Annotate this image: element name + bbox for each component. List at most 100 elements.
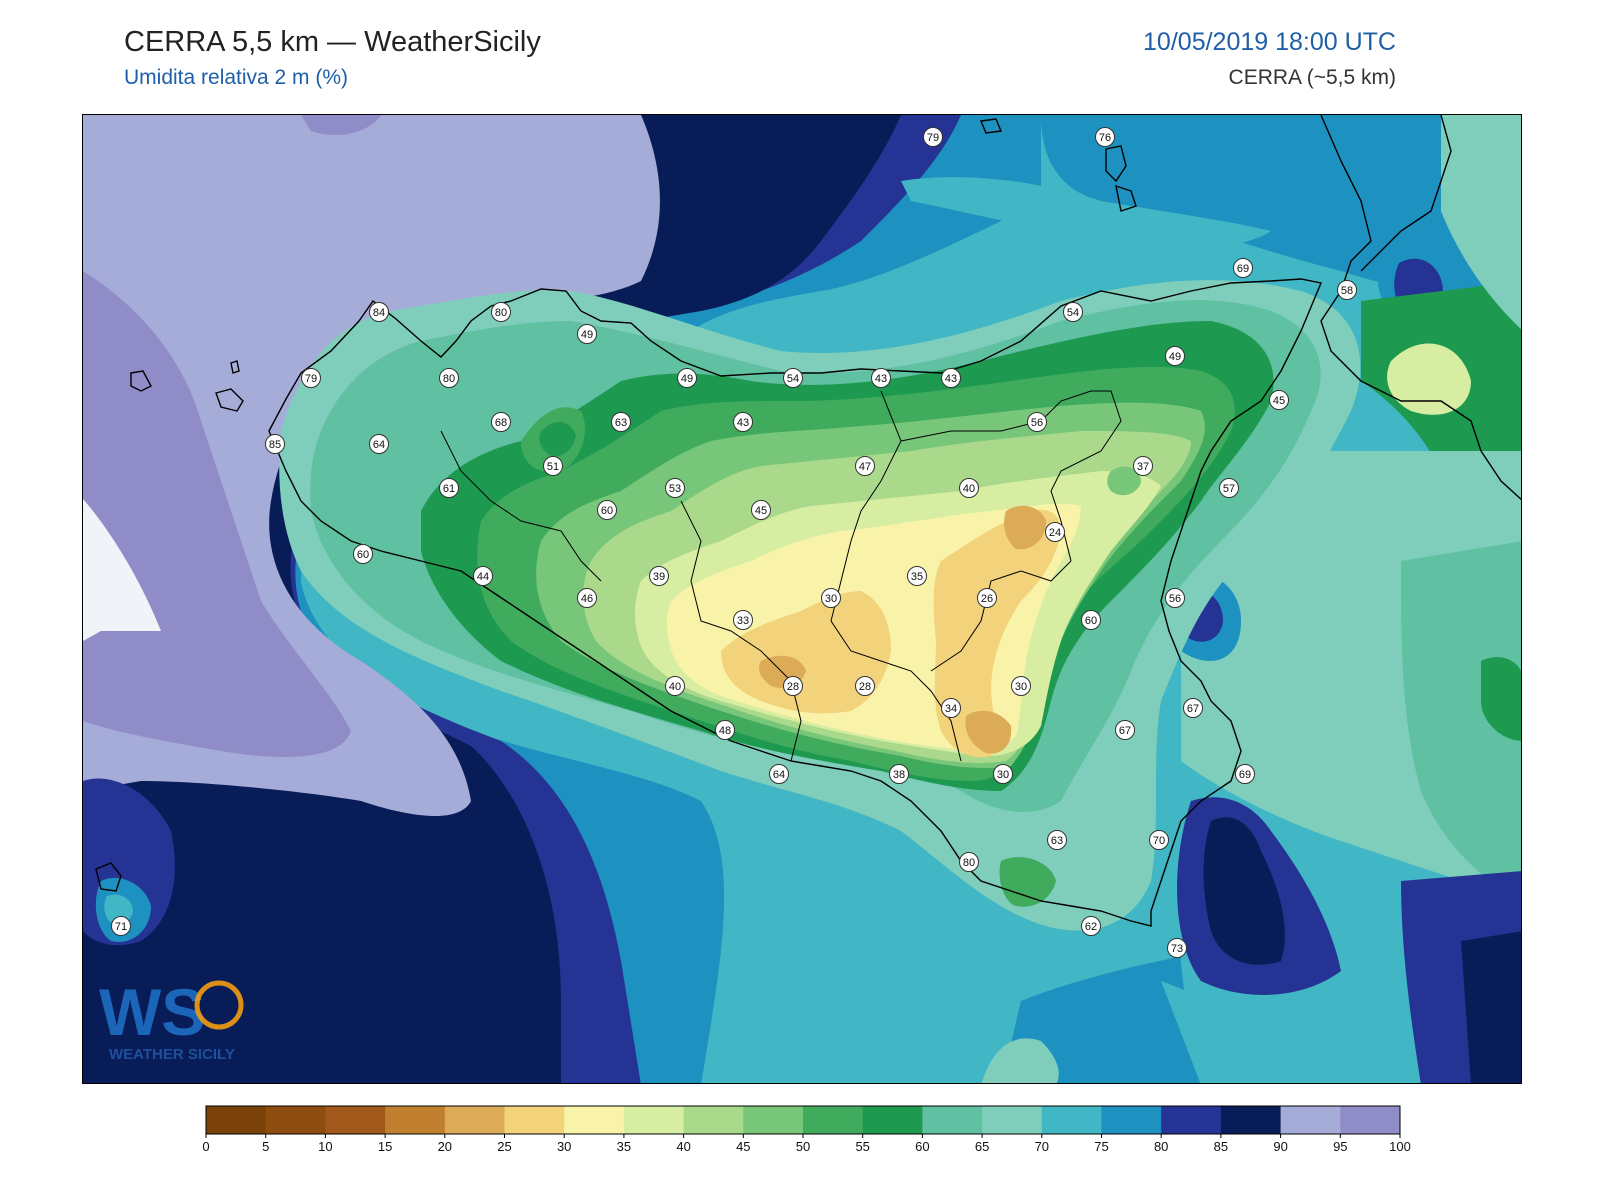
station-value: 80 [963, 857, 975, 869]
coastlines [95, 115, 1521, 927]
station-dot [353, 544, 373, 564]
station-value: 49 [1169, 351, 1181, 363]
humidity-map-canvas: 79 76 69 58 84 80 49 54 79 80 49 54 43 43 49 85 64 68 63 43… [83, 115, 1521, 1083]
station-marker: 60 [353, 544, 373, 564]
station-dot [439, 478, 459, 498]
station-value: 30 [1015, 681, 1027, 693]
station-value: 43 [875, 373, 887, 385]
station-value: 60 [1085, 615, 1097, 627]
eolie-islands [980, 118, 1137, 212]
egadi-islands [130, 360, 244, 412]
station-dot [665, 676, 685, 696]
province-borders [440, 390, 1122, 762]
colorbar-swatch [265, 1106, 326, 1134]
station-dot [597, 500, 617, 520]
field-trapani-55 [539, 421, 576, 457]
station-marker: 43 [941, 368, 961, 388]
field-ionian-55 [1481, 657, 1521, 741]
colorbar-tick-label: 55 [855, 1139, 869, 1154]
station-value: 45 [1273, 395, 1285, 407]
field-ne-70 [901, 177, 1271, 248]
colorbar-tick-label: 25 [497, 1139, 511, 1154]
station-marker: 85 [265, 434, 285, 454]
station-value: 58 [1341, 285, 1353, 297]
station-value: 33 [737, 615, 749, 627]
field-ionian-60 [1401, 541, 1521, 900]
station-marker: 79 [301, 368, 321, 388]
station-value: 73 [1171, 943, 1183, 955]
colorbar-tick-label: 30 [557, 1139, 571, 1154]
station-value: 69 [1239, 769, 1251, 781]
station-marker: 49 [577, 324, 597, 344]
station-dot [491, 412, 511, 432]
station-value: 28 [787, 681, 799, 693]
station-value: 54 [1067, 307, 1079, 319]
station-marker: 60 [597, 500, 617, 520]
station-value: 68 [495, 417, 507, 429]
humidity-map: 79 76 69 58 84 80 49 54 79 80 49 54 43 43 49 85 64 68 63 43… [82, 114, 1522, 1084]
station-value: 80 [443, 373, 455, 385]
colorbar-swatch [1340, 1106, 1401, 1134]
station-dot [889, 764, 909, 784]
station-value: 76 [1099, 132, 1111, 144]
station-value: 64 [373, 439, 385, 451]
station-dot [1045, 522, 1065, 542]
logo-text: WEATHER SICILY [109, 1046, 235, 1063]
station-value: 54 [787, 373, 799, 385]
colorbar-swatch [385, 1106, 446, 1134]
sicily-coastline [268, 278, 1322, 927]
station-dot [1133, 456, 1153, 476]
station-value: 48 [719, 725, 731, 737]
station-marker: 43 [871, 368, 891, 388]
colorbar-swatch [803, 1106, 864, 1134]
station-marker: 37 [1133, 456, 1153, 476]
weather-sicily-logo: WS WEATHER SICILY [99, 975, 244, 1063]
colorbar-tick-label: 80 [1154, 1139, 1168, 1154]
colorbar-tick-label: 15 [378, 1139, 392, 1154]
station-dot [677, 368, 697, 388]
station-dot [715, 720, 735, 740]
station-value: 56 [1031, 417, 1043, 429]
colorbar: 0 5 10 15 20 25 30 35 40 45 50 55 60 65 70 75 80 85 90 95 10… [202, 1105, 1411, 1156]
station-value: 43 [737, 417, 749, 429]
station-marker: 80 [491, 302, 511, 322]
station-marker: 30 [993, 764, 1013, 784]
station-dot [577, 588, 597, 608]
map-title: CERRA 5,5 km — WeatherSicily [124, 26, 541, 58]
station-dot [907, 566, 927, 586]
station-marker: 80 [439, 368, 459, 388]
station-value: 69 [1237, 263, 1249, 275]
station-marker: 63 [1047, 830, 1067, 850]
station-dot [1337, 280, 1357, 300]
station-marker: 30 [1011, 676, 1031, 696]
station-marker: 58 [1337, 280, 1357, 300]
station-dot [1165, 588, 1185, 608]
colorbar-swatch [1041, 1106, 1102, 1134]
station-dot [821, 588, 841, 608]
station-dot [855, 676, 875, 696]
station-marker: 60 [1081, 610, 1101, 630]
colorbar-swatch [1280, 1106, 1341, 1134]
station-value: 61 [443, 483, 455, 495]
station-dot [665, 478, 685, 498]
station-value: 70 [1153, 835, 1165, 847]
field-sicily-25b [933, 509, 1061, 758]
station-marker: 40 [665, 676, 685, 696]
station-dot [1027, 412, 1047, 432]
field-north-95 [301, 115, 381, 136]
field-pantelleria-70 [104, 894, 133, 924]
station-marker: 45 [1269, 390, 1289, 410]
station-marker: 30 [821, 588, 841, 608]
station-marker: 84 [369, 302, 389, 322]
station-value: 47 [859, 461, 871, 473]
station-dot [783, 676, 803, 696]
colorbar-swatch [444, 1106, 505, 1134]
station-value: 60 [601, 505, 613, 517]
station-dot [473, 566, 493, 586]
station-marker: 26 [977, 588, 997, 608]
colorbar-swatch [564, 1106, 625, 1134]
model-label: CERRA (~5,5 km) [1228, 66, 1396, 89]
station-dot [369, 434, 389, 454]
station-marker: 24 [1045, 522, 1065, 542]
colorbar-tick-label: 20 [438, 1139, 452, 1154]
